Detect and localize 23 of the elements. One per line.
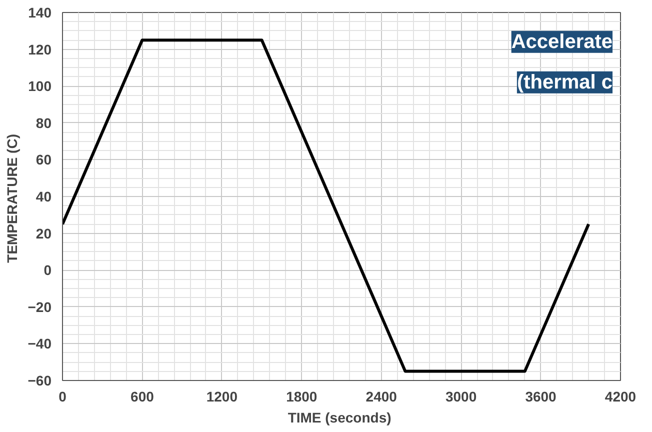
y-tick-label: 40	[36, 188, 52, 204]
x-tick-label: 2400	[366, 388, 398, 404]
y-tick-label: 120	[28, 41, 52, 58]
y-tick-label: 100	[28, 78, 52, 94]
annotation: Accelerate	[511, 30, 613, 53]
annotation: (thermal c	[516, 71, 613, 94]
y-tick-label: 0	[44, 262, 52, 278]
y-tick-label: 80	[36, 114, 52, 131]
y-tick-label: −60	[28, 372, 52, 388]
x-tick-label: 600	[130, 388, 154, 404]
y-axis-title: TEMPERATURE (C)	[4, 134, 20, 263]
y-tick-label: −20	[28, 298, 52, 315]
y-tick-label: 60	[36, 152, 52, 168]
x-tick-label: 1200	[206, 388, 238, 404]
y-tick-label: 140	[28, 4, 52, 20]
x-axis-title: TIME (seconds)	[288, 410, 392, 426]
x-tick-label: 3600	[525, 388, 557, 404]
x-tick-label: 4200	[604, 388, 636, 404]
y-tick-label: −40	[28, 336, 52, 352]
x-tick-label: 3000	[446, 388, 477, 404]
x-tick-label: 1800	[286, 388, 318, 404]
y-tick-label: 20	[36, 225, 52, 242]
x-tick-label: 0	[58, 388, 67, 404]
